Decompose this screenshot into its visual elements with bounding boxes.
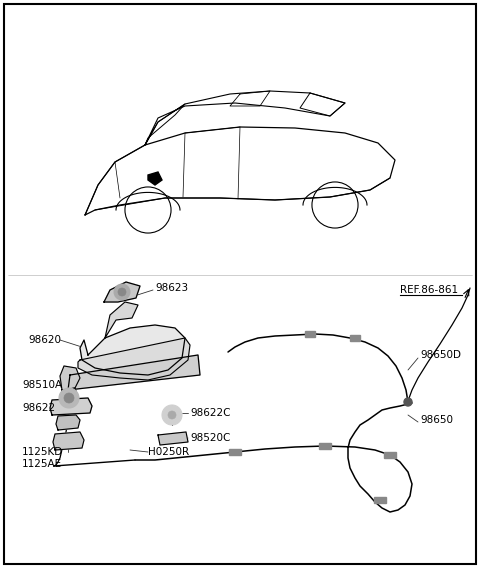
Circle shape [162, 405, 182, 425]
Text: 98650D: 98650D [420, 350, 461, 360]
Text: 1125KD: 1125KD [22, 447, 63, 457]
Bar [305, 331, 315, 337]
Polygon shape [60, 366, 80, 390]
Circle shape [64, 393, 74, 403]
Text: H0250R: H0250R [148, 447, 189, 457]
Polygon shape [158, 432, 188, 445]
Circle shape [118, 288, 126, 296]
Circle shape [168, 411, 176, 419]
Bar [319, 443, 331, 449]
Circle shape [404, 398, 412, 406]
Bar [384, 452, 396, 458]
Text: 98520C: 98520C [190, 433, 230, 443]
Circle shape [59, 388, 79, 408]
Circle shape [114, 284, 130, 300]
Bar [374, 497, 386, 503]
Polygon shape [56, 415, 80, 430]
Text: 1125AE: 1125AE [22, 459, 62, 469]
Bar [229, 449, 241, 455]
Text: 98510A: 98510A [22, 380, 62, 390]
Polygon shape [50, 398, 92, 415]
Text: 98650: 98650 [420, 415, 453, 425]
Bar [350, 335, 360, 341]
Polygon shape [68, 355, 200, 390]
Polygon shape [78, 338, 190, 380]
Text: 98623: 98623 [155, 283, 188, 293]
Polygon shape [105, 302, 138, 338]
Text: REF.86-861: REF.86-861 [400, 285, 458, 295]
Polygon shape [104, 282, 140, 302]
Polygon shape [62, 388, 78, 405]
Text: 98622: 98622 [22, 403, 55, 413]
Polygon shape [80, 325, 185, 375]
Polygon shape [148, 172, 162, 185]
Polygon shape [53, 432, 84, 450]
Text: 98622C: 98622C [190, 408, 230, 418]
Text: 98620: 98620 [28, 335, 61, 345]
